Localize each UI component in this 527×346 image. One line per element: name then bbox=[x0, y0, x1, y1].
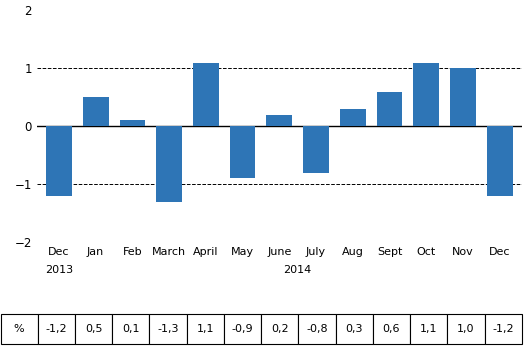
Bar bbox=[303, 126, 329, 173]
Text: 2013: 2013 bbox=[45, 265, 73, 275]
Bar bbox=[230, 126, 256, 179]
Bar bbox=[340, 109, 366, 126]
Bar bbox=[193, 63, 219, 126]
Bar bbox=[267, 115, 292, 126]
Bar bbox=[413, 63, 439, 126]
Text: 2014: 2014 bbox=[284, 265, 312, 275]
Bar bbox=[450, 69, 476, 126]
Bar bbox=[157, 126, 182, 202]
Bar bbox=[120, 120, 145, 126]
Bar bbox=[83, 97, 109, 126]
Bar bbox=[487, 126, 513, 196]
Bar bbox=[46, 126, 72, 196]
Bar bbox=[377, 92, 402, 126]
